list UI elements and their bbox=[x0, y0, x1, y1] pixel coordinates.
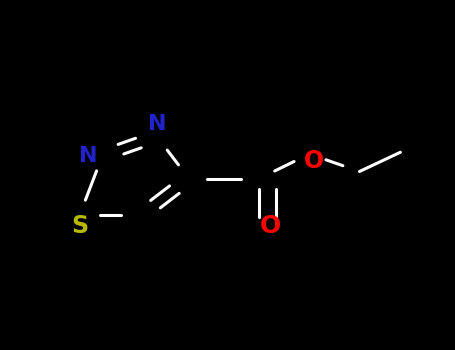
Text: N: N bbox=[80, 146, 98, 166]
Text: O: O bbox=[260, 214, 281, 238]
Text: O: O bbox=[304, 149, 324, 173]
Text: N: N bbox=[148, 114, 166, 134]
Text: S: S bbox=[71, 214, 88, 238]
